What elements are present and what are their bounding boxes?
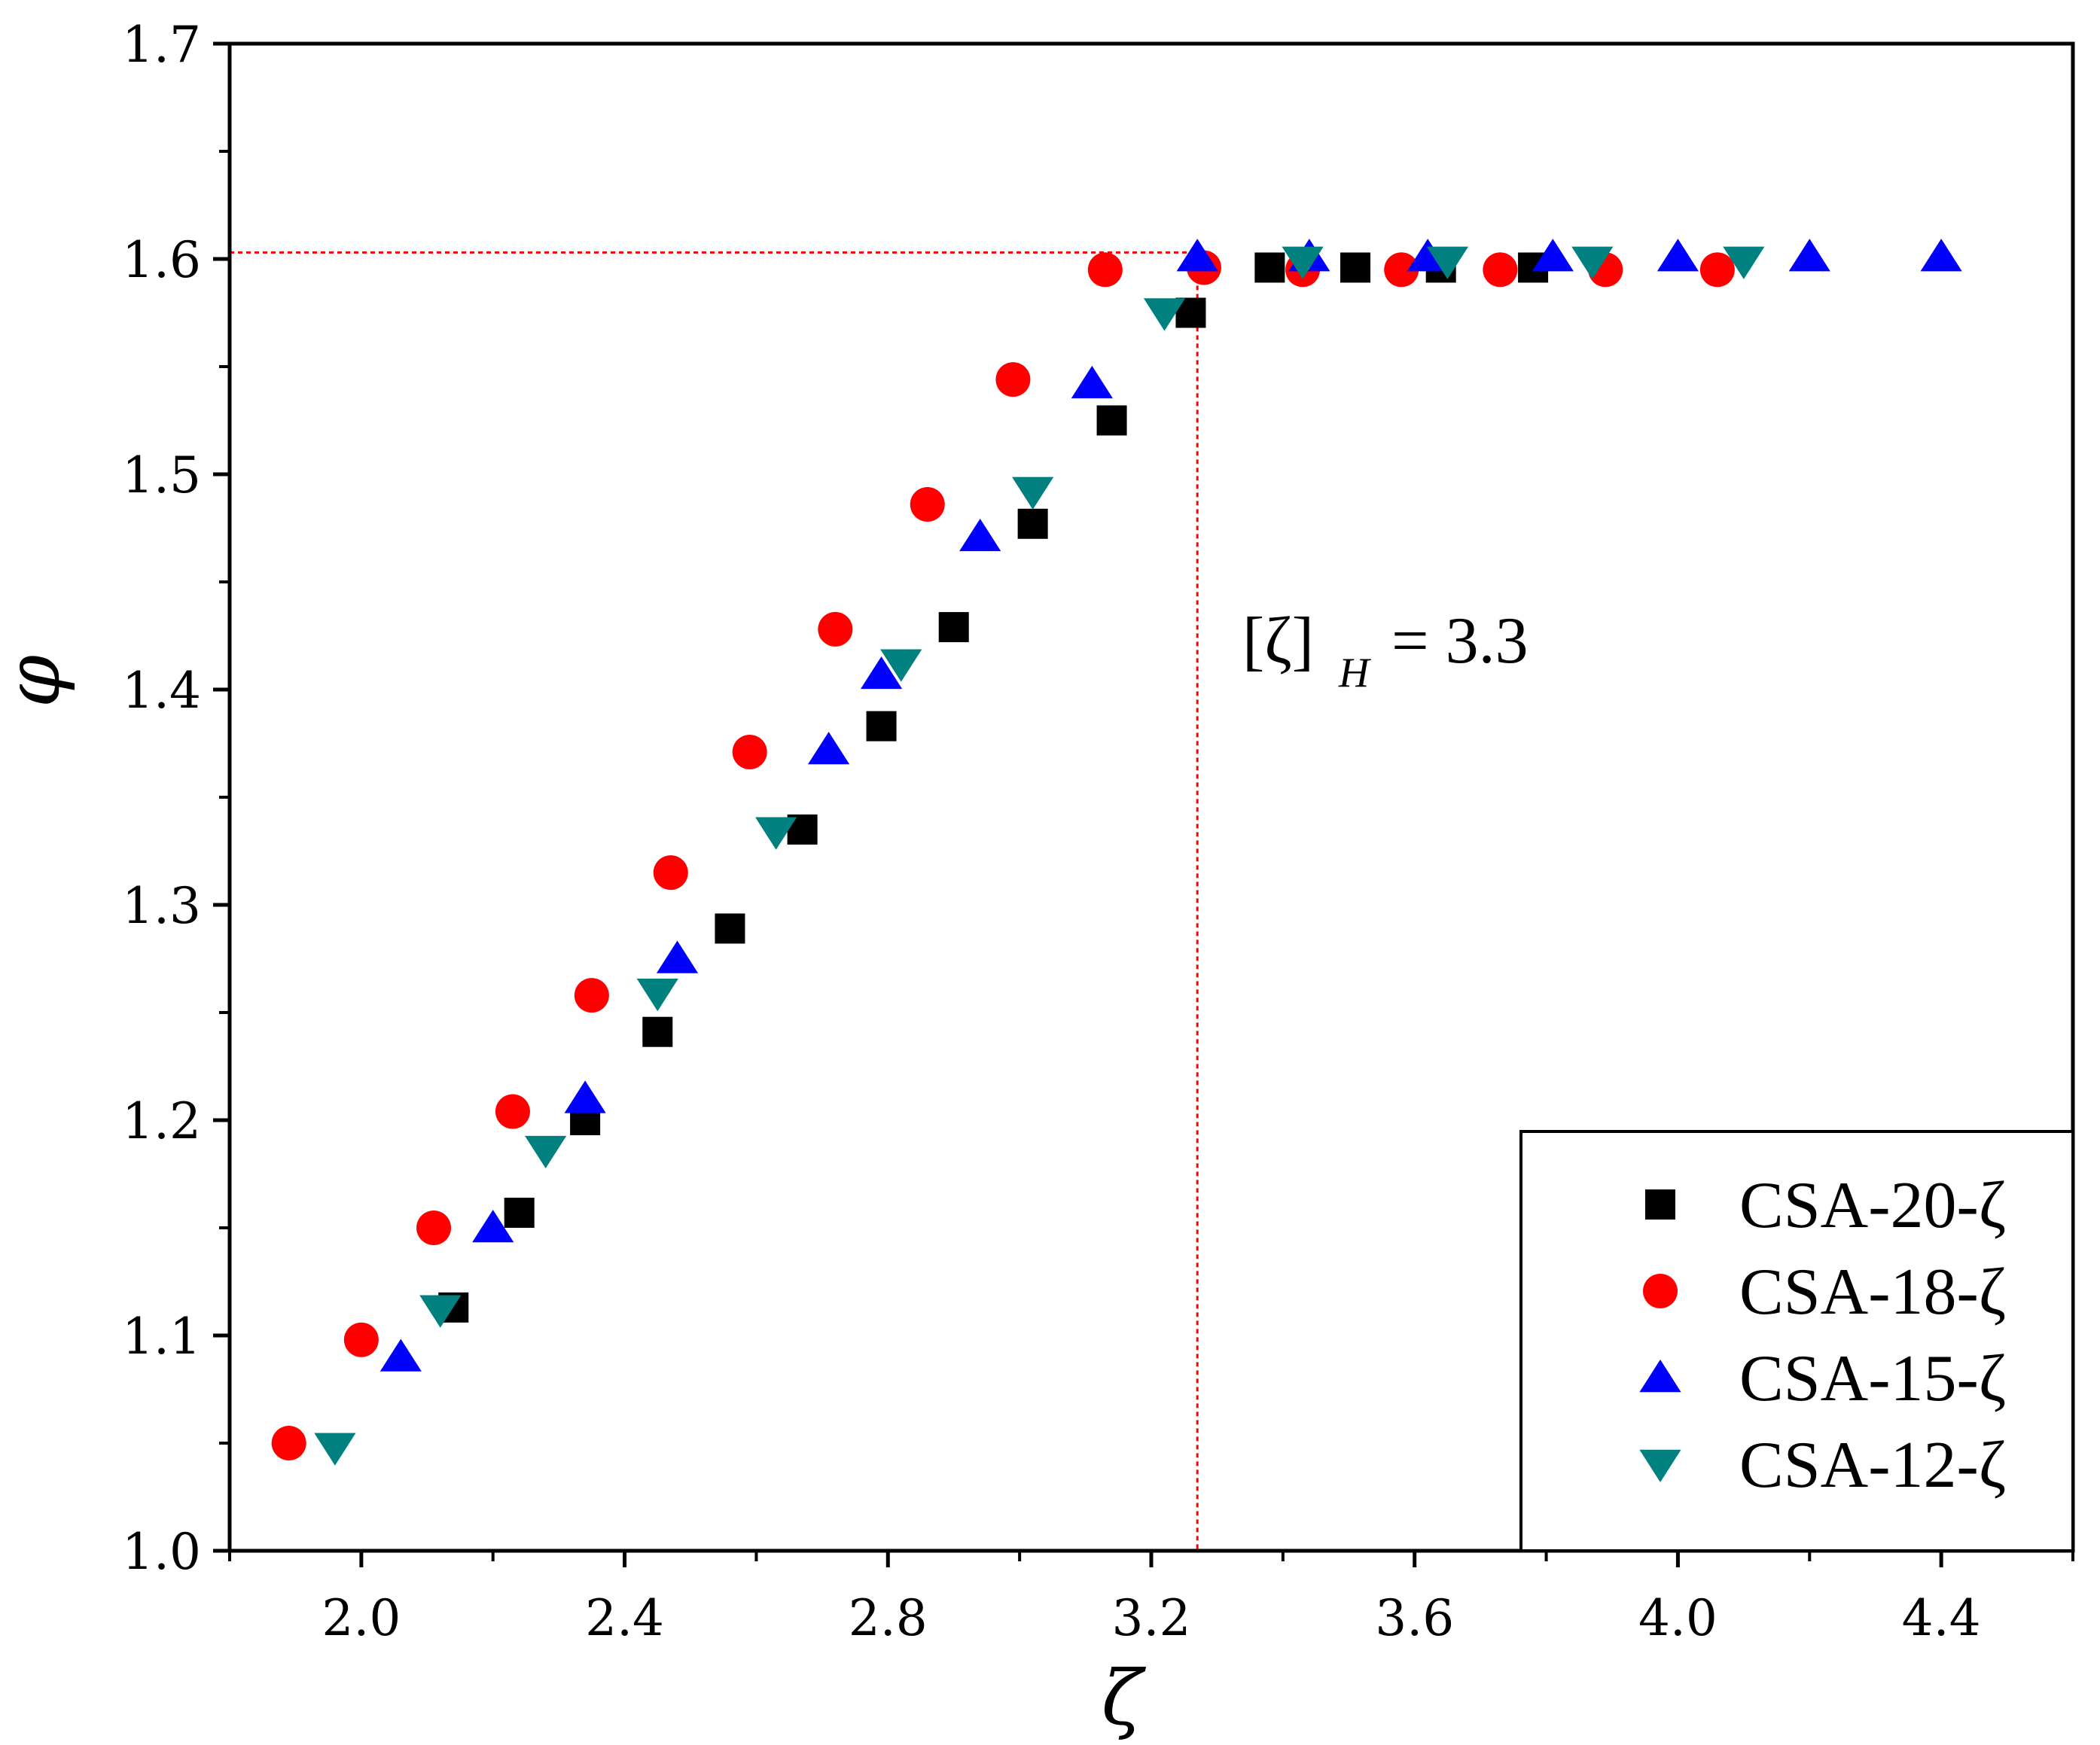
data-point [472, 1210, 514, 1243]
data-point [653, 855, 688, 891]
data-point [419, 1295, 462, 1328]
data-point [656, 940, 699, 973]
y-tick-label: 1.3 [122, 877, 201, 935]
data-point [271, 1426, 306, 1460]
data-point [1699, 252, 1735, 288]
data-point [880, 649, 922, 682]
data-point [1426, 246, 1469, 279]
data-point [495, 1094, 530, 1129]
data-markers [271, 239, 1962, 1466]
data-point [1483, 252, 1518, 288]
legend: CSA-20-ζ CSA-18-ζ CSA-15-ζ CSA-12-ζ [1519, 1130, 2074, 1552]
data-point [504, 1197, 535, 1228]
legend-marker [1643, 1274, 1678, 1308]
data-point [860, 656, 903, 690]
data-point [866, 711, 897, 742]
data-point [1532, 239, 1574, 272]
reference-lines [230, 251, 1199, 1551]
y-tick-label: 1.7 [122, 16, 201, 74]
data-point [636, 979, 678, 1012]
data-point [1176, 239, 1218, 272]
data-point [1657, 239, 1699, 272]
x-axis-label: ζ [1102, 1654, 1147, 1742]
data-point [959, 518, 1001, 552]
data-point [525, 1135, 567, 1169]
data-point [416, 1211, 452, 1245]
legend-item: CSA-12-ζ [1639, 1429, 2006, 1502]
plot-frame [227, 41, 2075, 1553]
y-tick-label: 1.6 [122, 231, 201, 289]
data-point [379, 1338, 422, 1372]
data-point [1012, 477, 1054, 510]
data-point [1920, 239, 1962, 272]
legend-label: CSA-20-ζ [1739, 1169, 2006, 1242]
data-point [1571, 246, 1614, 279]
data-point [715, 913, 745, 944]
data-point [1017, 508, 1048, 539]
y-tick-label: 1.1 [122, 1308, 201, 1366]
data-point [910, 487, 945, 522]
series-CSA-20-ζ [438, 252, 1549, 1323]
legend-marker [1645, 1189, 1675, 1220]
data-point [343, 1322, 379, 1357]
series-CSA-12-ζ [314, 246, 1765, 1466]
data-point [1254, 252, 1285, 283]
legend-label: CSA-15-ζ [1739, 1342, 2006, 1415]
data-point [818, 611, 853, 647]
legend-marker [1639, 1360, 1681, 1393]
data-point [1143, 298, 1186, 331]
y-tick-label: 1.4 [122, 662, 201, 720]
x-tick-label: 4.0 [1638, 1589, 1717, 1647]
x-tick-label: 2.0 [322, 1589, 401, 1647]
annotation-equation: = 3.3 [1391, 605, 1529, 678]
data-point [1340, 252, 1371, 283]
x-tick-label: 4.4 [1902, 1589, 1981, 1647]
data-point [1384, 252, 1419, 288]
legend-label: CSA-12-ζ [1739, 1429, 2006, 1502]
data-point [1087, 252, 1123, 288]
data-point [1723, 246, 1765, 279]
data-point [1071, 365, 1113, 399]
y-tick-label: 1.5 [122, 446, 201, 504]
series-CSA-18-ζ [271, 250, 1735, 1460]
data-point [642, 1016, 673, 1047]
data-point [1282, 246, 1324, 279]
y-axis-label: φ [0, 655, 77, 708]
x-tick-label: 3.2 [1112, 1589, 1191, 1647]
y-tick-label: 1.0 [122, 1523, 201, 1581]
data-point [1096, 405, 1127, 436]
legend-label: CSA-18-ζ [1739, 1256, 2006, 1329]
data-point [755, 817, 797, 850]
data-point [995, 362, 1031, 397]
data-point [574, 978, 609, 1013]
annotation-base-text: [ζ] [1242, 605, 1314, 678]
legend-box [1519, 1130, 2074, 1552]
data-point [564, 1080, 606, 1113]
x-tick-label: 2.8 [849, 1589, 928, 1647]
data-point [808, 732, 850, 765]
legend-item: CSA-18-ζ [1643, 1256, 2006, 1329]
data-point [938, 612, 969, 643]
threshold-annotation: [ζ] H = 3.3 [1242, 605, 1529, 696]
legend-marker [1639, 1449, 1681, 1482]
legend-item: CSA-20-ζ [1645, 1169, 2006, 1242]
data-point [314, 1433, 356, 1466]
axis-tick-labels: 2.0 2.4 2.8 3.2 3.6 4.0 4.4 1.0 1.1 1.2 1.3 1.4 1.5 1… [122, 16, 1981, 1647]
data-point [732, 734, 767, 769]
annotation-subscript: H [1338, 650, 1371, 696]
legend-item: CSA-15-ζ [1639, 1342, 2006, 1415]
x-tick-label: 2.4 [585, 1589, 664, 1647]
data-point [1788, 239, 1830, 272]
y-tick-label: 1.2 [122, 1092, 201, 1150]
x-tick-label: 3.6 [1375, 1589, 1454, 1647]
